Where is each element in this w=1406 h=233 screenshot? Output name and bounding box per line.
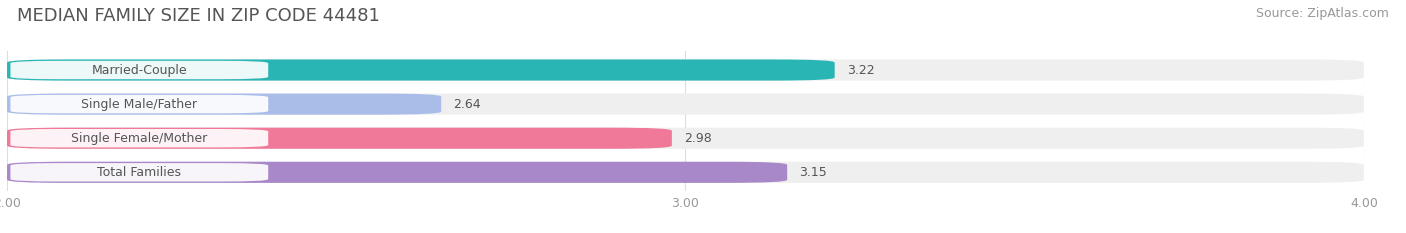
Text: 2.64: 2.64	[453, 98, 481, 111]
Text: Source: ZipAtlas.com: Source: ZipAtlas.com	[1256, 7, 1389, 20]
FancyBboxPatch shape	[7, 59, 835, 81]
FancyBboxPatch shape	[7, 59, 1364, 81]
Text: Married-Couple: Married-Couple	[91, 64, 187, 76]
Text: 3.15: 3.15	[800, 166, 827, 179]
FancyBboxPatch shape	[10, 95, 269, 113]
Text: Total Families: Total Families	[97, 166, 181, 179]
FancyBboxPatch shape	[7, 162, 787, 183]
Text: MEDIAN FAMILY SIZE IN ZIP CODE 44481: MEDIAN FAMILY SIZE IN ZIP CODE 44481	[17, 7, 380, 25]
FancyBboxPatch shape	[10, 61, 269, 79]
FancyBboxPatch shape	[7, 93, 441, 115]
Text: Single Female/Mother: Single Female/Mother	[72, 132, 208, 145]
FancyBboxPatch shape	[10, 129, 269, 147]
Text: 2.98: 2.98	[685, 132, 711, 145]
FancyBboxPatch shape	[7, 93, 1364, 115]
FancyBboxPatch shape	[7, 162, 1364, 183]
FancyBboxPatch shape	[10, 163, 269, 182]
Text: Single Male/Father: Single Male/Father	[82, 98, 197, 111]
FancyBboxPatch shape	[7, 128, 1364, 149]
Text: 3.22: 3.22	[846, 64, 875, 76]
FancyBboxPatch shape	[7, 128, 672, 149]
